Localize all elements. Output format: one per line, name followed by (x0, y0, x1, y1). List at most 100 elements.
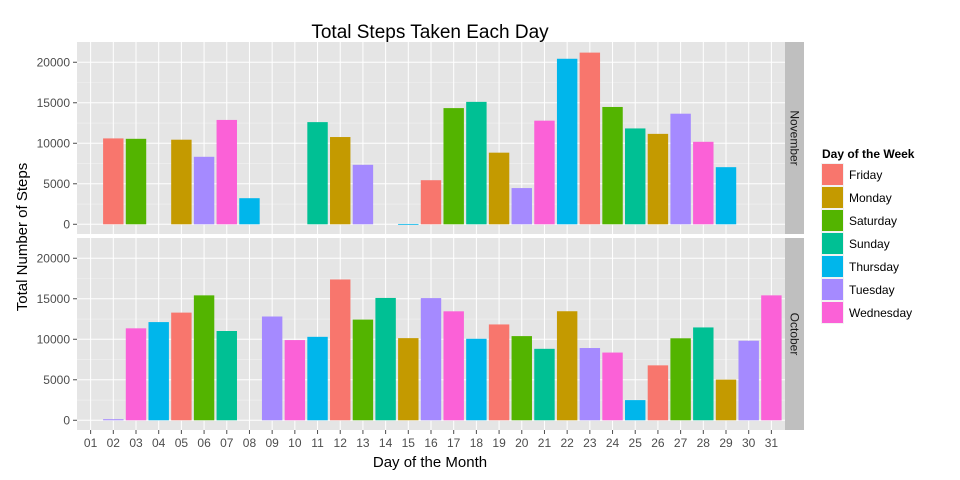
bar-november-day-11 (307, 122, 328, 225)
bar-november-day-7 (216, 119, 237, 225)
y-tick-label: 0 (63, 217, 70, 231)
legend-swatch-friday (822, 164, 843, 185)
x-tick-label: 11 (311, 436, 324, 450)
x-tick-label: 12 (334, 436, 348, 450)
bar-october-day-27 (670, 338, 691, 421)
x-tick-label: 02 (107, 436, 121, 450)
x-tick-label: 31 (765, 436, 779, 450)
bar-november-day-2 (103, 138, 124, 225)
bar-october-day-15 (398, 338, 419, 421)
bar-november-day-22 (556, 58, 578, 225)
bar-october-day-24 (602, 352, 623, 421)
legend-label-wednesday: Wednesday (849, 306, 912, 320)
bar-november-day-26 (647, 133, 669, 225)
facet-strip-label: November (788, 110, 802, 165)
bar-november-day-27 (670, 113, 691, 225)
bar-october-day-6 (193, 295, 215, 421)
bar-october-day-10 (284, 340, 306, 421)
x-tick-label: 21 (538, 436, 552, 450)
x-tick-label: 13 (356, 436, 370, 450)
bar-october-day-26 (647, 365, 669, 421)
bar-november-day-21 (534, 120, 555, 225)
x-tick-label: 18 (470, 436, 484, 450)
y-tick-label: 15000 (37, 96, 71, 110)
x-tick-label: 20 (515, 436, 529, 450)
legend-label-saturday: Saturday (849, 214, 897, 228)
x-tick-label: 26 (651, 436, 665, 450)
bar-october-day-25 (625, 400, 646, 421)
y-tick-label: 5000 (43, 177, 70, 191)
bar-october-day-13 (352, 319, 374, 421)
bar-october-day-12 (330, 279, 351, 421)
x-tick-label: 08 (243, 436, 257, 450)
bar-october-day-19 (488, 324, 510, 421)
bar-november-day-8 (239, 198, 260, 225)
facet-strip (785, 238, 804, 430)
bar-october-day-18 (466, 338, 487, 421)
panel-october: 0 5000 10000 15000 20000 October (37, 238, 804, 430)
chart-title: Total Steps Taken Each Day (311, 22, 549, 43)
bar-november-day-6 (193, 156, 215, 225)
bar-october-day-16 (420, 298, 442, 421)
legend-swatch-thursday (822, 256, 843, 277)
x-tick-label: 14 (379, 436, 393, 450)
bar-november-day-5 (171, 139, 192, 225)
x-tick-label: 07 (220, 436, 234, 450)
bar-november-day-29 (715, 167, 737, 225)
bar-october-day-3 (125, 328, 147, 421)
bar-november-day-16 (420, 180, 442, 225)
bar-october-day-11 (307, 336, 328, 421)
x-tick-label: 24 (606, 436, 620, 450)
bar-november-day-13 (352, 164, 374, 225)
legend-label-thursday: Thursday (849, 260, 899, 274)
bar-october-day-22 (556, 311, 578, 421)
facet-panels: 0 5000 10000 15000 20000 November 0 5000 10000 15… (37, 42, 804, 430)
x-tick-label: 22 (560, 436, 574, 450)
x-axis: 01 02 03 04 05 06 07 08 09 10 11 12 13 14 15 16 17 18 19 20… (84, 430, 778, 450)
facet-strip (785, 42, 804, 234)
x-tick-label: 29 (719, 436, 733, 450)
x-tick-label: 09 (265, 436, 279, 450)
y-tick-label: 10000 (37, 332, 71, 346)
x-tick-label: 03 (129, 436, 143, 450)
y-tick-label: 20000 (37, 251, 71, 265)
x-tick-label: 15 (402, 436, 416, 450)
y-tick-label: 5000 (43, 373, 70, 387)
x-tick-label: 16 (424, 436, 438, 450)
y-axis-title: Total Number of Steps (14, 163, 31, 311)
panel-november: 0 5000 10000 15000 20000 November (37, 42, 804, 234)
bar-november-day-18 (466, 101, 487, 225)
y-tick-label: 20000 (37, 55, 71, 69)
x-tick-label: 30 (742, 436, 756, 450)
legend-label-tuesday: Tuesday (849, 283, 895, 297)
bar-october-day-7 (216, 331, 237, 421)
x-tick-label: 04 (152, 436, 166, 450)
bar-october-day-28 (693, 327, 714, 421)
x-tick-label: 25 (629, 436, 643, 450)
bar-october-day-5 (171, 312, 192, 421)
x-tick-label: 19 (492, 436, 506, 450)
bar-november-day-19 (488, 152, 510, 225)
x-axis-title: Day of the Month (373, 454, 487, 471)
x-tick-label: 10 (288, 436, 302, 450)
bar-november-day-20 (511, 188, 532, 225)
bar-october-day-29 (715, 379, 737, 421)
y-tick-label: 15000 (37, 292, 71, 306)
legend-label-monday: Monday (849, 191, 892, 205)
legend-swatch-tuesday (822, 279, 843, 300)
bar-november-day-12 (330, 137, 351, 225)
legend-swatch-monday (822, 187, 843, 208)
bar-october-day-17 (443, 311, 464, 421)
legend-swatch-saturday (822, 210, 843, 231)
legend-swatch-sunday (822, 233, 843, 254)
bar-october-day-9 (261, 316, 283, 421)
bar-october-day-21 (534, 348, 555, 421)
bar-november-day-3 (125, 138, 147, 225)
bar-october-day-23 (579, 348, 601, 421)
bar-november-day-23 (579, 52, 601, 225)
x-tick-label: 28 (697, 436, 711, 450)
x-tick-label: 17 (447, 436, 461, 450)
bar-october-day-30 (738, 340, 759, 421)
legend-title: Day of the Week (822, 147, 915, 161)
